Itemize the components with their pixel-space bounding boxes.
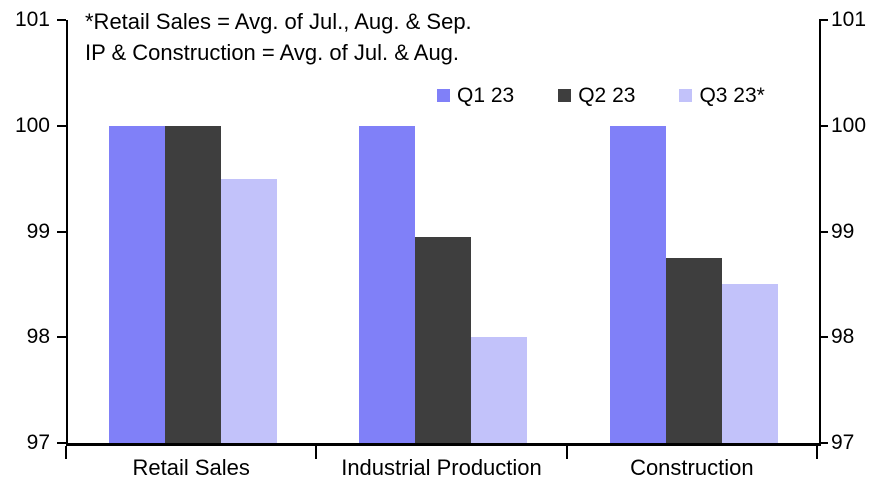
bar-construction-q2-23 (665, 257, 722, 443)
legend-item-q1-23: Q1 23 (437, 85, 514, 106)
x-axis-label-construction: Construction (630, 455, 754, 480)
x-axis-tick-0 (65, 446, 67, 459)
legend-label-q1-23: Q1 23 (457, 84, 515, 107)
bar-industrial-production-q1-23 (359, 125, 416, 443)
legend-swatch-q2-23 (558, 89, 572, 102)
chart-legend: Q1 23 Q2 23 Q3 23* (437, 85, 765, 106)
legend-swatch-q3-23 (679, 89, 693, 102)
x-axis-label-industrial-production: Industrial Production (341, 455, 542, 480)
y-axis-label-right-101: 101 (831, 8, 867, 31)
y-tick-left-101 (57, 19, 66, 21)
y-axis-label-right-100: 100 (831, 113, 867, 137)
y-axis-label-right-99: 99 (831, 219, 855, 243)
y-tick-left-99 (57, 230, 66, 233)
y-axis-label-left-98: 98 (26, 325, 50, 349)
legend-label-q2-23: Q2 23 (578, 84, 636, 107)
bar-retail-sales-q2-23 (165, 125, 222, 443)
annotation-line-1: *Retail Sales = Avg. of Jul., Aug. & Sep… (85, 9, 472, 34)
legend-item-q2-23: Q2 23 (558, 85, 635, 106)
y-tick-right-97 (819, 442, 828, 444)
bar-group-construction (569, 20, 819, 443)
x-axis-labels: Retail Sales Industrial Production Const… (66, 455, 817, 481)
y-axis-label-left-100: 100 (14, 113, 50, 137)
y-axis-label-left-101: 101 (14, 8, 50, 31)
y-tick-left-97 (57, 442, 66, 444)
legend-item-q3-23: Q3 23* (679, 84, 765, 107)
x-axis-tick-1 (315, 446, 318, 459)
plot-area (66, 20, 821, 446)
x-axis-tick-3 (816, 446, 818, 459)
y-axis-label-right-97: 97 (831, 431, 855, 454)
bar-retail-sales-q1-23 (109, 125, 166, 443)
bar-group-industrial-production (318, 20, 568, 443)
x-axis-tick-2 (565, 446, 568, 459)
legend-swatch-q1-23 (437, 89, 450, 102)
bar-construction-q1-23 (609, 125, 666, 443)
y-tick-left-100 (57, 124, 66, 127)
y-axis-label-left-99: 99 (26, 219, 50, 243)
bar-industrial-production-q2-23 (415, 236, 472, 443)
bar-construction-q3-23 (721, 284, 778, 443)
y-tick-right-99 (819, 230, 828, 233)
bar-industrial-production-q3-23 (471, 337, 528, 443)
bar-group-retail-sales (68, 20, 318, 443)
y-axis-label-right-98: 98 (831, 325, 855, 349)
y-axis-label-left-97: 97 (26, 431, 50, 454)
legend-label-q3-23: Q3 23* (699, 84, 765, 107)
y-tick-left-98 (57, 336, 66, 339)
x-axis-label-retail-sales: Retail Sales (132, 455, 250, 480)
y-tick-right-101 (819, 19, 828, 21)
annotation-line-2: IP & Construction = Avg. of Jul. & Aug. (85, 40, 460, 65)
y-tick-right-98 (819, 336, 828, 339)
y-tick-right-100 (819, 124, 828, 127)
bar-retail-sales-q3-23 (221, 178, 278, 443)
chart-annotation: *Retail Sales = Avg. of Jul., Aug. & Sep… (85, 6, 472, 68)
